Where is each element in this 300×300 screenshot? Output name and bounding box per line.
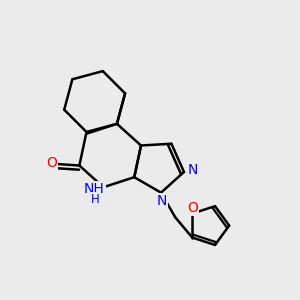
Text: O: O bbox=[46, 156, 57, 170]
Text: H: H bbox=[91, 193, 99, 206]
Text: N: N bbox=[156, 194, 167, 208]
Text: NH: NH bbox=[84, 182, 105, 196]
Text: N: N bbox=[188, 163, 198, 177]
Text: O: O bbox=[188, 201, 198, 215]
